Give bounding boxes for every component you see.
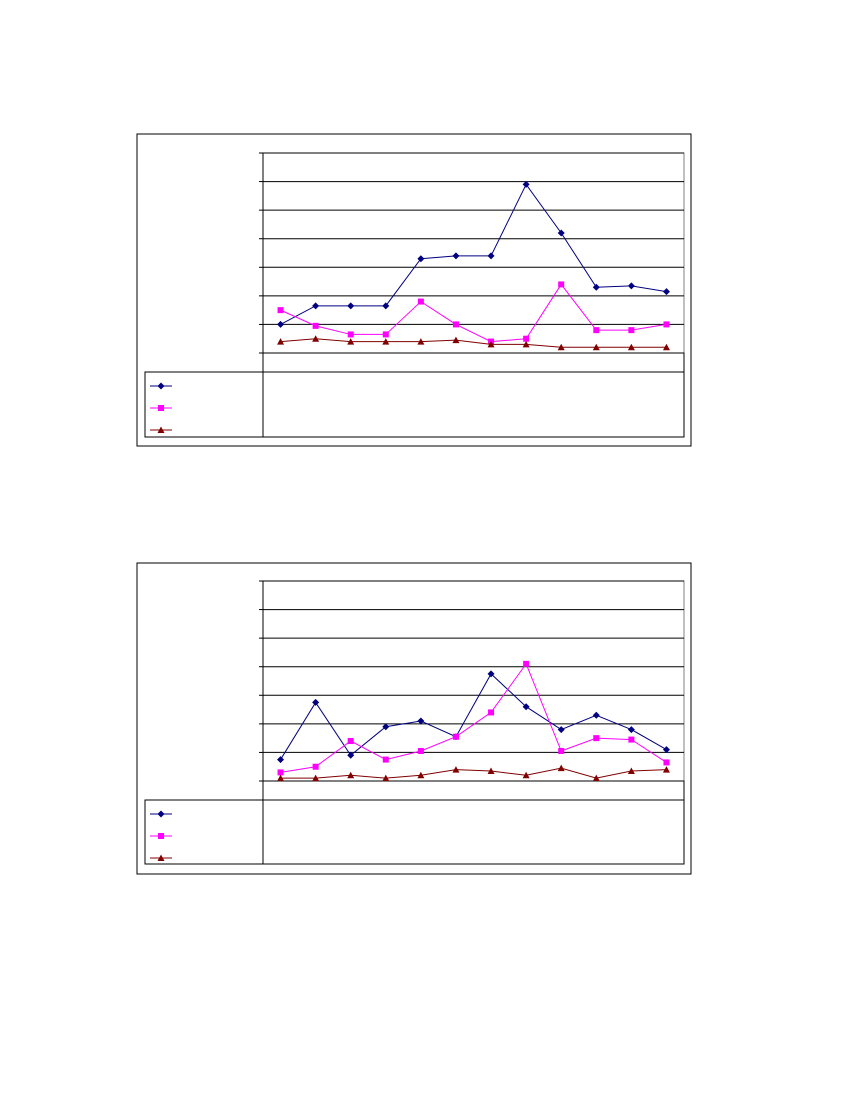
marker [628, 736, 635, 743]
marker [663, 321, 670, 328]
series-line [280, 662, 667, 773]
marker [522, 703, 530, 711]
marker [558, 748, 565, 754]
legend-marker [157, 810, 165, 818]
marker [347, 338, 355, 345]
marker [277, 769, 284, 776]
marker [277, 774, 285, 782]
marker [662, 746, 670, 754]
marker [382, 302, 390, 310]
marker [557, 764, 565, 772]
marker [592, 343, 600, 351]
marker [557, 343, 565, 351]
marker [347, 738, 354, 744]
marker [627, 767, 635, 774]
marker [382, 331, 389, 338]
marker [312, 698, 320, 706]
chart-frame [136, 133, 692, 447]
marker [312, 322, 319, 329]
legend-marker [157, 426, 165, 433]
marker [627, 343, 635, 351]
marker [382, 338, 390, 345]
marker [487, 767, 495, 774]
marker [277, 320, 285, 328]
marker [347, 331, 354, 338]
marker [592, 711, 600, 719]
marker [452, 733, 459, 740]
marker [662, 288, 670, 296]
series-line [280, 183, 667, 325]
marker [452, 252, 460, 260]
marker [277, 756, 285, 764]
marker [452, 766, 460, 773]
marker [417, 338, 425, 345]
marker [347, 771, 355, 779]
marker [312, 302, 320, 310]
marker [487, 340, 495, 348]
marker [452, 336, 460, 344]
marker [557, 726, 565, 734]
marker [522, 180, 530, 188]
marker [592, 283, 600, 291]
marker [627, 726, 635, 734]
marker [417, 771, 425, 779]
chart-frame [136, 562, 692, 875]
marker [382, 723, 390, 731]
legend-marker [157, 382, 165, 390]
marker [487, 252, 495, 260]
marker [452, 321, 459, 328]
marker [312, 774, 320, 782]
marker [523, 335, 530, 342]
marker [417, 255, 425, 263]
series-line [280, 283, 667, 343]
marker [558, 281, 565, 288]
marker [557, 229, 565, 237]
marker [347, 302, 355, 310]
marker [347, 751, 355, 759]
marker [417, 717, 425, 725]
marker [628, 327, 635, 334]
marker [522, 771, 530, 779]
marker [382, 756, 389, 763]
marker [592, 774, 600, 782]
legend-marker [157, 854, 165, 861]
marker [593, 327, 600, 334]
marker [417, 298, 424, 305]
marker [277, 307, 284, 314]
marker [487, 670, 495, 678]
series-line [280, 338, 667, 348]
marker [488, 709, 495, 716]
marker [312, 763, 319, 770]
marker [277, 338, 285, 345]
marker [662, 343, 670, 351]
marker [417, 748, 424, 754]
series-line [280, 673, 667, 760]
marker [382, 774, 390, 782]
legend-box [144, 799, 264, 865]
marker [663, 759, 670, 766]
legend-marker [158, 833, 164, 839]
marker [522, 340, 530, 348]
legend-box [144, 371, 264, 438]
marker [312, 335, 320, 342]
marker [662, 766, 670, 773]
legend-marker [158, 405, 164, 411]
series-line [280, 767, 667, 779]
marker [593, 735, 600, 742]
marker [523, 660, 530, 667]
marker [627, 282, 635, 290]
